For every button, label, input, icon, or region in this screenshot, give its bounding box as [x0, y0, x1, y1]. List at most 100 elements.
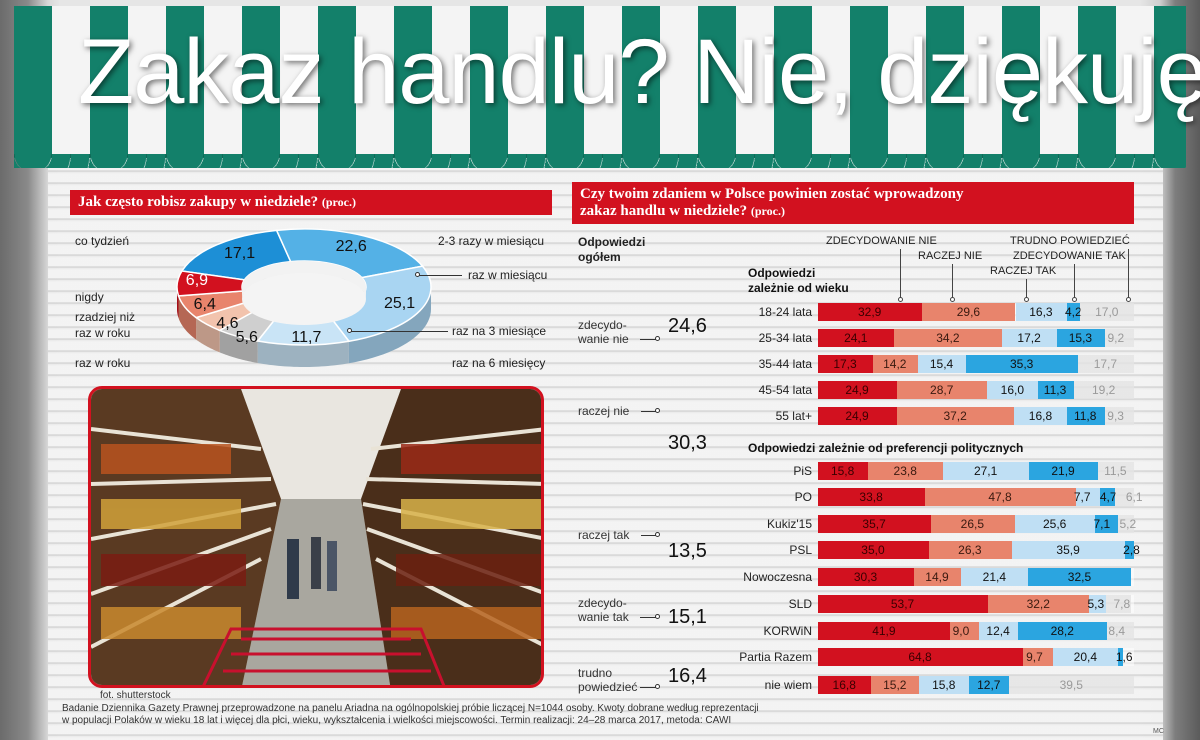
overall-label-0: zdecydo-wanie nie — [578, 318, 629, 346]
bar-value-label: 37,2 — [943, 409, 967, 423]
bar-value-label: 20,4 — [1073, 650, 1097, 664]
bar-segment — [1015, 303, 1067, 321]
donut-value-4: 5,6 — [235, 328, 258, 346]
bar-segment — [921, 303, 1016, 321]
bar-segment — [818, 648, 1023, 666]
column-header-line — [1128, 249, 1129, 300]
bar-segment — [896, 381, 988, 399]
pie-label-co-tydzien: co tydzień — [75, 234, 130, 248]
bar-value-label: 15,4 — [929, 357, 954, 371]
bar-segment — [1125, 541, 1134, 559]
overall-label-line: raczej tak — [578, 528, 630, 542]
column-header-dot — [1126, 297, 1131, 302]
donut-value-5: 4,6 — [216, 315, 239, 333]
donut-chart — [175, 225, 433, 375]
stacked-bar-row: 16,8 15,2 15,8 12,7 39,5 — [818, 676, 1134, 694]
overall-value-1: 30,3 — [668, 432, 707, 454]
leader-dot — [415, 272, 420, 277]
stacked-bar-row: 24,1 34,2 17,2 15,3 9,2 — [818, 329, 1134, 347]
bar-segment — [1095, 515, 1118, 533]
bar-value-label: 41,9 — [872, 624, 896, 638]
bar-value-label: 4,2 — [1065, 305, 1082, 319]
bar-segment — [943, 462, 1029, 480]
donut-side-6 — [178, 295, 197, 340]
stacked-bar-row: 35,7 26,5 25,6 7,1 5,2 — [818, 515, 1136, 533]
bar-row-label: 25-34 lata — [758, 331, 812, 345]
bar-value-label: 7,7 — [1073, 490, 1091, 504]
bar-row-label: nie wiem — [764, 678, 812, 692]
bar-value-label: 26,3 — [958, 543, 982, 557]
bar-value-label: 23,8 — [893, 464, 917, 478]
bar-value-label: 25,6 — [1043, 517, 1067, 531]
bar-segment — [1097, 462, 1135, 480]
bar-segment — [1104, 329, 1134, 347]
bar-segment — [1106, 595, 1131, 613]
bar-value-label: 6,1 — [1125, 490, 1143, 504]
bar-value-label: 9,7 — [1026, 650, 1043, 664]
bar-row-label: 55 lat+ — [775, 409, 812, 423]
bar-segment — [1028, 462, 1098, 480]
bar-segment — [1067, 303, 1081, 321]
overall-label-4: trudno powiedzieć — [578, 666, 637, 694]
pie-label-nigdy: nigdy — [75, 290, 104, 304]
bar-row-label: PiS — [793, 464, 812, 478]
donut-side-4 — [219, 330, 258, 364]
bar-value-label: 35,9 — [1056, 543, 1080, 557]
bar-segment — [950, 622, 979, 640]
overall-label-line: trudno — [578, 666, 613, 680]
bar-value-label: 15,2 — [883, 678, 907, 692]
bar-value-label: 14,9 — [925, 570, 949, 584]
column-header-3: ZDECYDOWANIE TAK — [1013, 250, 1126, 262]
donut-value-6: 6,4 — [193, 296, 216, 314]
bar-row-label: PSL — [789, 543, 812, 557]
bar-value-label: 53,7 — [890, 597, 915, 611]
leader-line — [350, 331, 448, 332]
donut-value-7: 6,9 — [185, 272, 209, 290]
bar-segment — [818, 622, 951, 640]
right-heading-line2: zakaz handlu w niedziele? — [580, 203, 748, 219]
column-header-dot — [950, 297, 955, 302]
bar-value-label: 26,5 — [960, 517, 985, 531]
donut-value-0: 17,1 — [223, 244, 256, 262]
bar-segment — [1022, 648, 1054, 666]
bar-segment — [1107, 622, 1134, 640]
bar-segment — [1018, 622, 1108, 640]
bar-segment — [818, 303, 922, 321]
stacked-bar-row: 53,7 32,2 5,3 7,8 — [818, 595, 1134, 613]
bar-value-label: 32,5 — [1067, 570, 1092, 584]
stacked-bar-row: 24,9 37,2 16,8 11,8 9,3 — [818, 407, 1134, 425]
bar-segment — [960, 568, 1029, 586]
column-header-4: TRUDNO POWIEDZIEĆ — [1010, 235, 1130, 247]
bar-segment — [1077, 355, 1134, 373]
bar-value-label: 28,2 — [1050, 624, 1074, 638]
bar-segment — [1014, 407, 1068, 425]
bar-value-label: 17,0 — [1095, 305, 1119, 319]
bar-segment — [1080, 303, 1134, 321]
bar-segment — [818, 568, 914, 586]
author-signature: MC — [1153, 728, 1164, 735]
party-heading: Odpowiedzi zależnie od preferencji polit… — [748, 441, 1024, 455]
bar-segment — [1011, 541, 1126, 559]
bar-value-label: 17,2 — [1017, 331, 1041, 345]
pie-label-rzadziej-1: rzadziej niż — [75, 310, 136, 324]
overall-leader — [640, 687, 658, 688]
bar-segment — [978, 622, 1019, 640]
bar-value-label: 11,5 — [1104, 464, 1127, 478]
bar-segment — [818, 488, 925, 506]
bar-value-label: 15,3 — [1068, 331, 1093, 345]
stacked-bar-row: 32,9 29,6 16,3 4,2 17,0 — [818, 303, 1134, 321]
bar-value-label: 35,0 — [861, 543, 885, 557]
bar-segment — [894, 329, 1003, 347]
overall-label-1: raczej nie — [578, 404, 629, 418]
column-header-dot — [1072, 297, 1077, 302]
bar-value-label: 9,0 — [952, 624, 970, 638]
overall-dot — [655, 684, 660, 689]
bar-row-label: Nowoczesna — [743, 570, 812, 584]
bar-segment — [1117, 515, 1135, 533]
bar-segment — [1089, 595, 1107, 613]
bar-segment — [1073, 381, 1135, 399]
bar-segment — [930, 515, 1015, 533]
stacked-bar-row: 17,3 14,2 15,4 35,3 17,7 — [818, 355, 1134, 373]
column-header-2: RACZEJ TAK — [990, 265, 1057, 277]
overall-label-line: wanie nie — [578, 332, 629, 346]
